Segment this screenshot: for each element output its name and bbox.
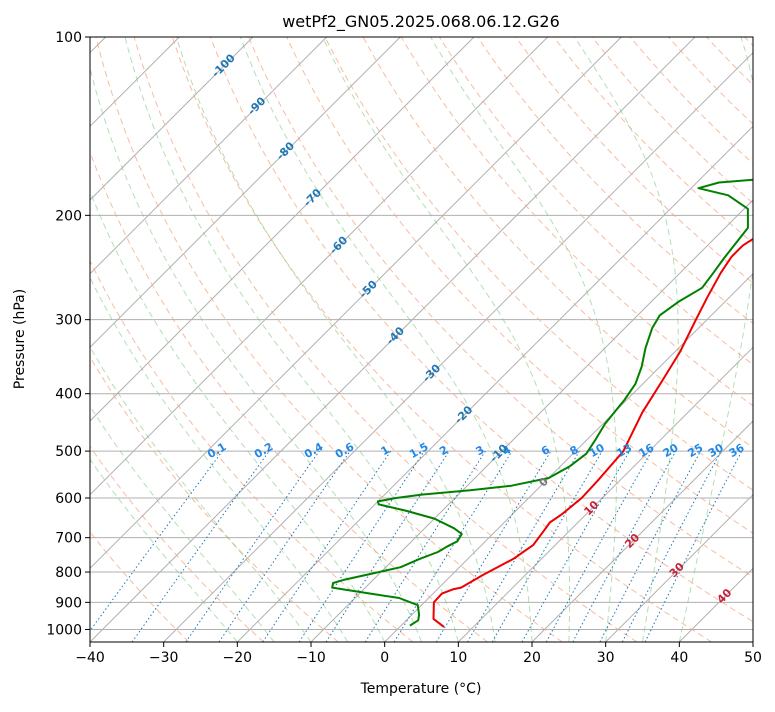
x-tick-label: 0 (380, 650, 389, 666)
y-tick-label: 800 (55, 565, 82, 581)
y-tick-label: 100 (55, 30, 82, 46)
x-tick-label: 50 (744, 650, 762, 666)
y-tick-label: 1000 (46, 622, 82, 638)
x-tick-label: 30 (597, 650, 615, 666)
x-tick-label: 10 (449, 650, 467, 666)
chart-title: wetPf2_GN05.2025.068.06.12.G26 (282, 12, 560, 32)
x-tick-label: 40 (670, 650, 688, 666)
x-tick-label: −10 (296, 650, 326, 666)
y-tick-label: 400 (55, 387, 82, 403)
x-tick-label: 20 (523, 650, 541, 666)
y-tick-label: 500 (55, 444, 82, 460)
y-tick-label: 200 (55, 208, 82, 224)
y-tick-label: 700 (55, 531, 82, 547)
y-tick-label: 900 (55, 595, 82, 611)
y-tick-label: 600 (55, 491, 82, 507)
x-axis-label: Temperature (°C) (360, 681, 482, 697)
x-tick-label: −20 (223, 650, 253, 666)
x-tick-label: −40 (75, 650, 105, 666)
y-tick-label: 300 (55, 313, 82, 329)
y-axis-label: Pressure (hPa) (12, 289, 28, 389)
x-tick-label: −30 (149, 650, 179, 666)
